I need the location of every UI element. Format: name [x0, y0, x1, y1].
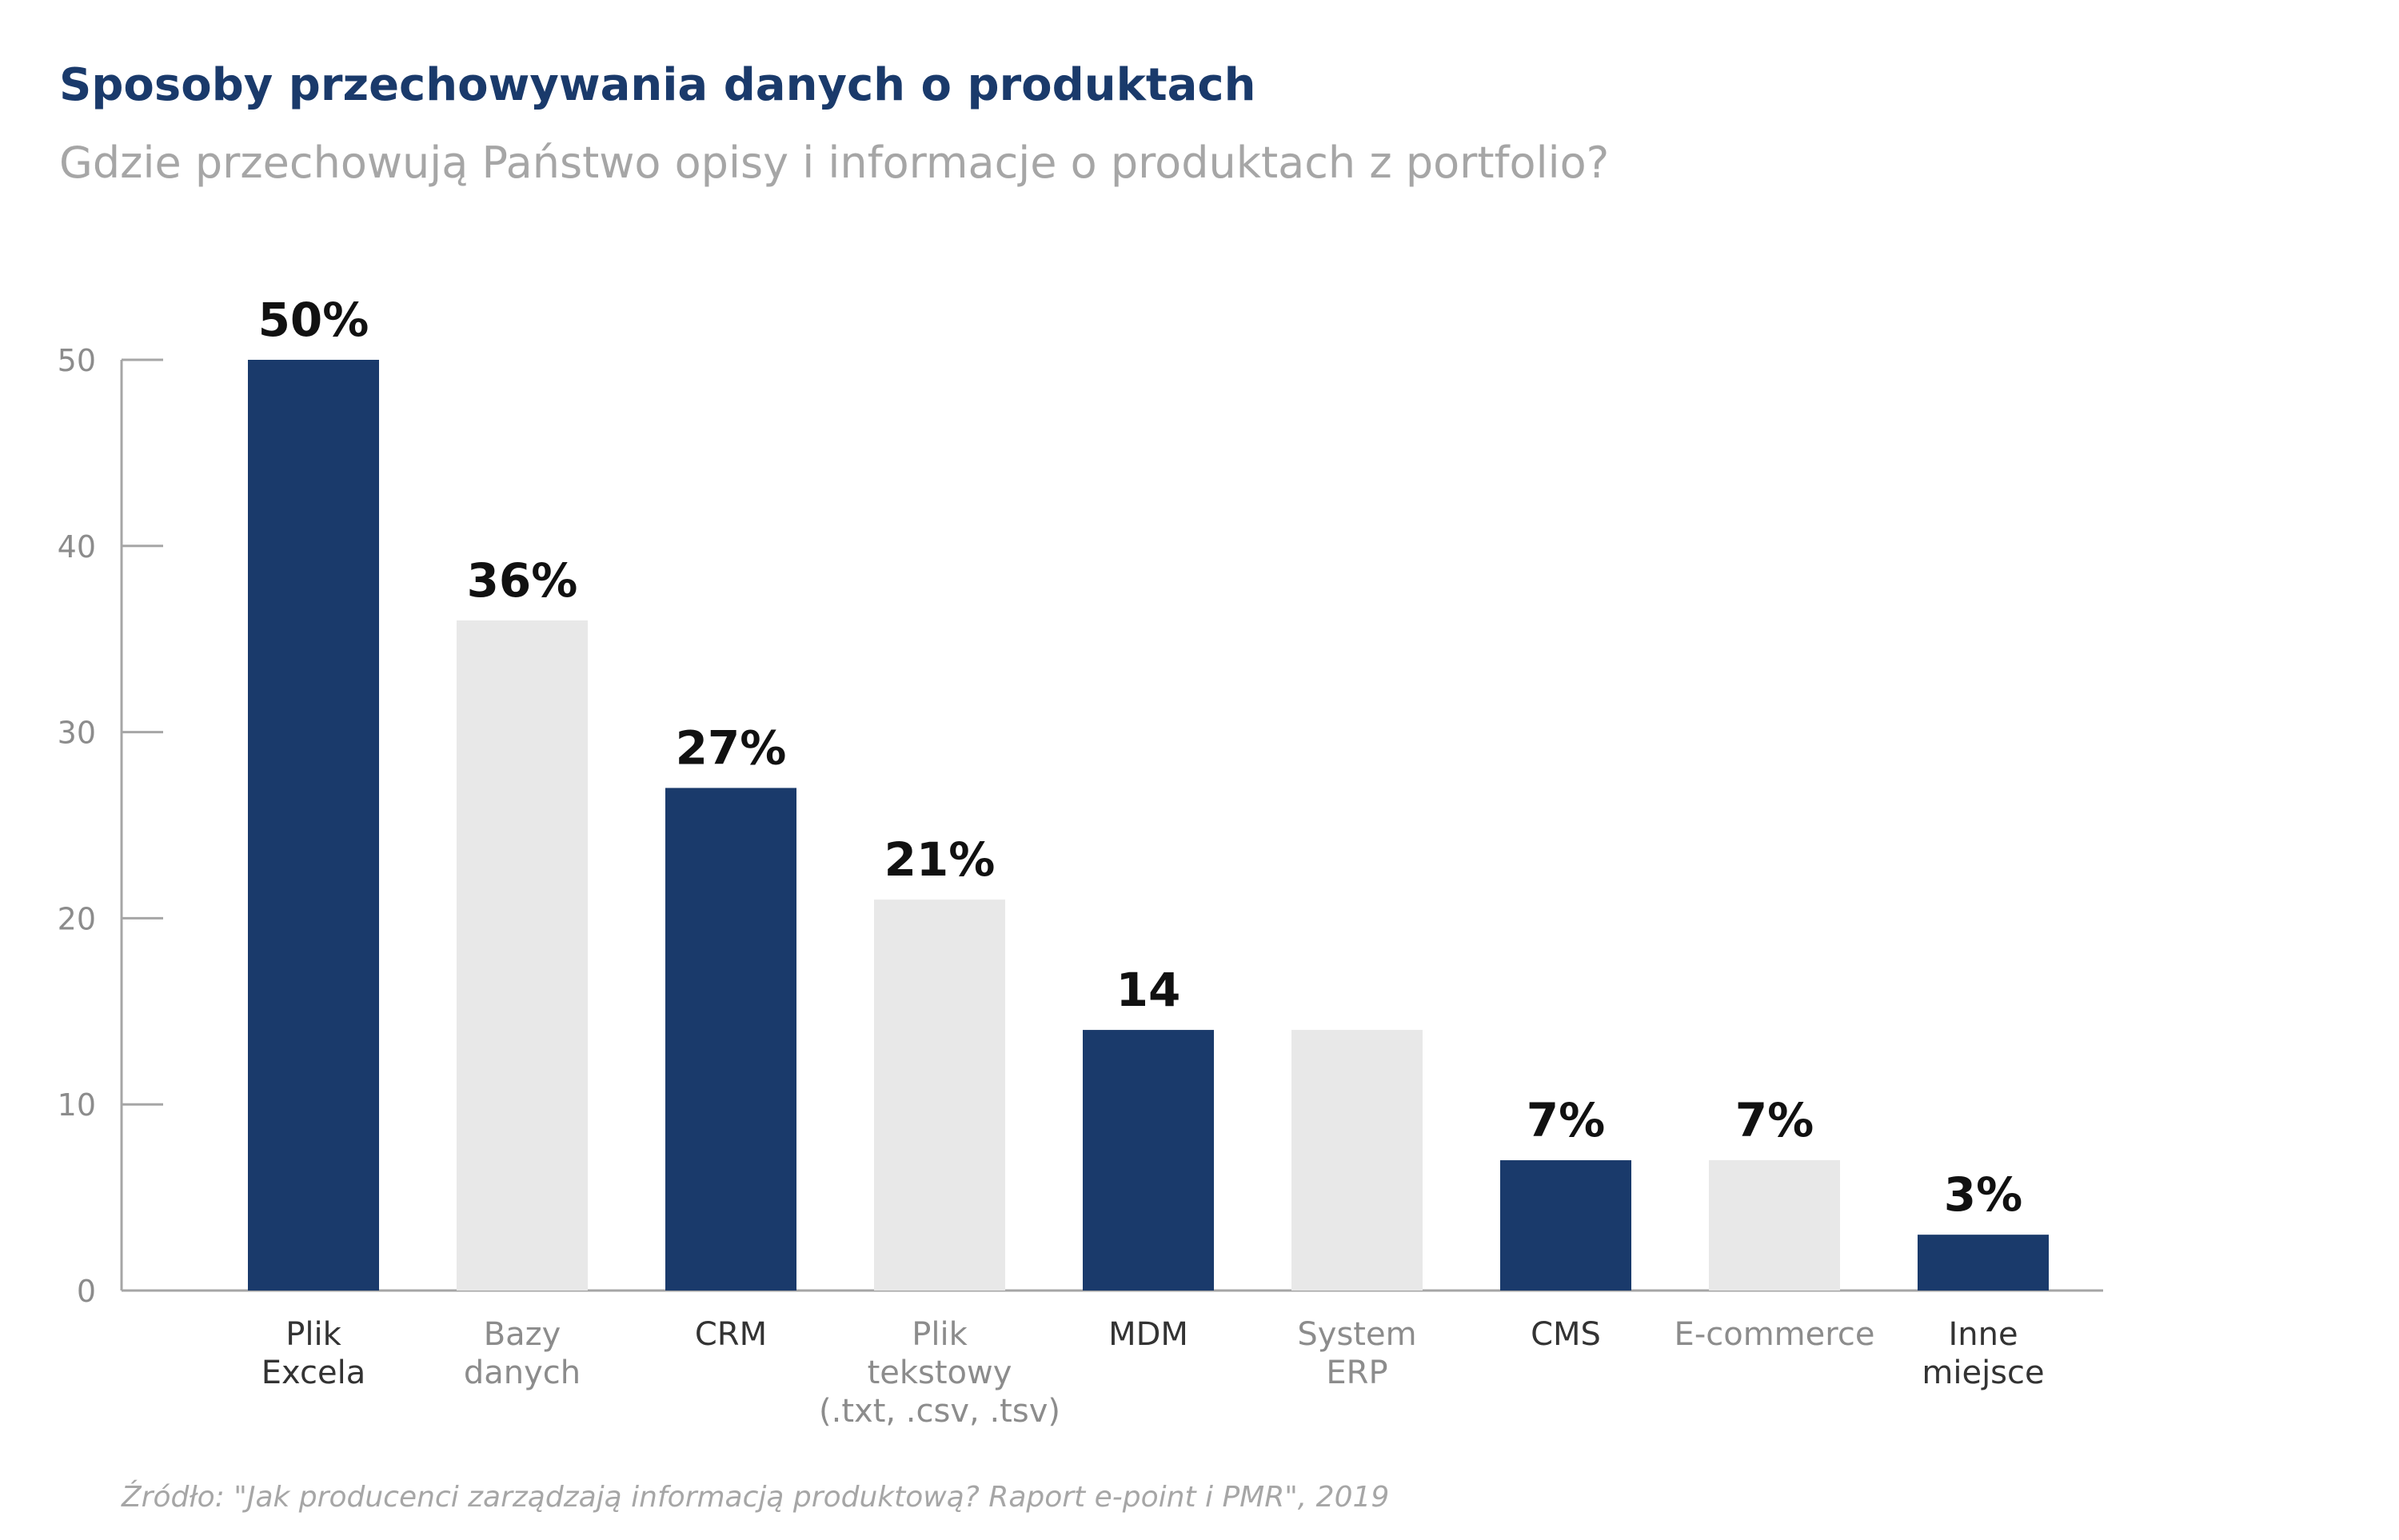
x-tick-label: System	[1297, 1316, 1416, 1353]
x-tick-label: CMS	[1531, 1316, 1601, 1353]
data-label: 3%	[1944, 1167, 2022, 1222]
x-tick-label: danych	[464, 1354, 581, 1391]
data-label: 50%	[258, 293, 369, 347]
x-tick-label: E-commerce	[1675, 1316, 1875, 1353]
chart-subtitle: Gdzie przechowują Państwo opisy i inform…	[59, 138, 1610, 188]
y-tick-label: 10	[58, 1087, 96, 1123]
x-tick-label: Excela	[261, 1354, 365, 1391]
y-tick-label: 20	[58, 901, 96, 936]
y-tick-label: 40	[58, 529, 96, 565]
bar	[874, 900, 1005, 1291]
bar	[1291, 1030, 1423, 1291]
chart-title: Sposoby przechowywania danych o produkta…	[59, 59, 1256, 111]
x-tick-label: MDM	[1108, 1316, 1188, 1353]
data-label: 7%	[1527, 1093, 1605, 1147]
bar	[1500, 1160, 1631, 1291]
data-label: 14	[1116, 963, 1181, 1017]
data-label: 7%	[1735, 1093, 1814, 1147]
x-tick-label: Plik	[285, 1316, 341, 1353]
data-label: 36%	[467, 553, 578, 608]
source-note: Źródło: "Jak producenci zarządzają infor…	[122, 1481, 1390, 1514]
bar	[248, 360, 379, 1291]
bar	[1918, 1235, 2049, 1291]
x-tick-label: (.txt, .csv, .tsv)	[819, 1393, 1060, 1430]
x-tick-label: tekstowy	[868, 1354, 1012, 1391]
x-tick-label: ERP	[1326, 1354, 1387, 1391]
bar	[457, 620, 588, 1291]
bar	[665, 788, 796, 1291]
data-label: 21%	[884, 832, 996, 887]
x-tick-label: Plik	[912, 1316, 968, 1353]
x-tick-label: CRM	[695, 1316, 767, 1353]
y-tick-label: 50	[58, 343, 96, 378]
x-tick-label: Bazy	[484, 1316, 561, 1353]
chart-labels: 50%PlikExcela36%Bazydanych27%CRM21%Plikt…	[258, 293, 2045, 1430]
bar	[1709, 1160, 1840, 1291]
x-tick-label: Inne	[1948, 1316, 2018, 1353]
x-tick-label: miejsce	[1922, 1354, 2044, 1391]
bar	[1083, 1030, 1214, 1291]
chart-axes: 0 10 20 30 40 50	[58, 343, 2103, 1309]
data-label: 27%	[676, 720, 787, 775]
chart-bars	[248, 360, 2049, 1291]
y-tick-label: 0	[77, 1274, 96, 1309]
y-tick-label: 30	[58, 716, 96, 751]
